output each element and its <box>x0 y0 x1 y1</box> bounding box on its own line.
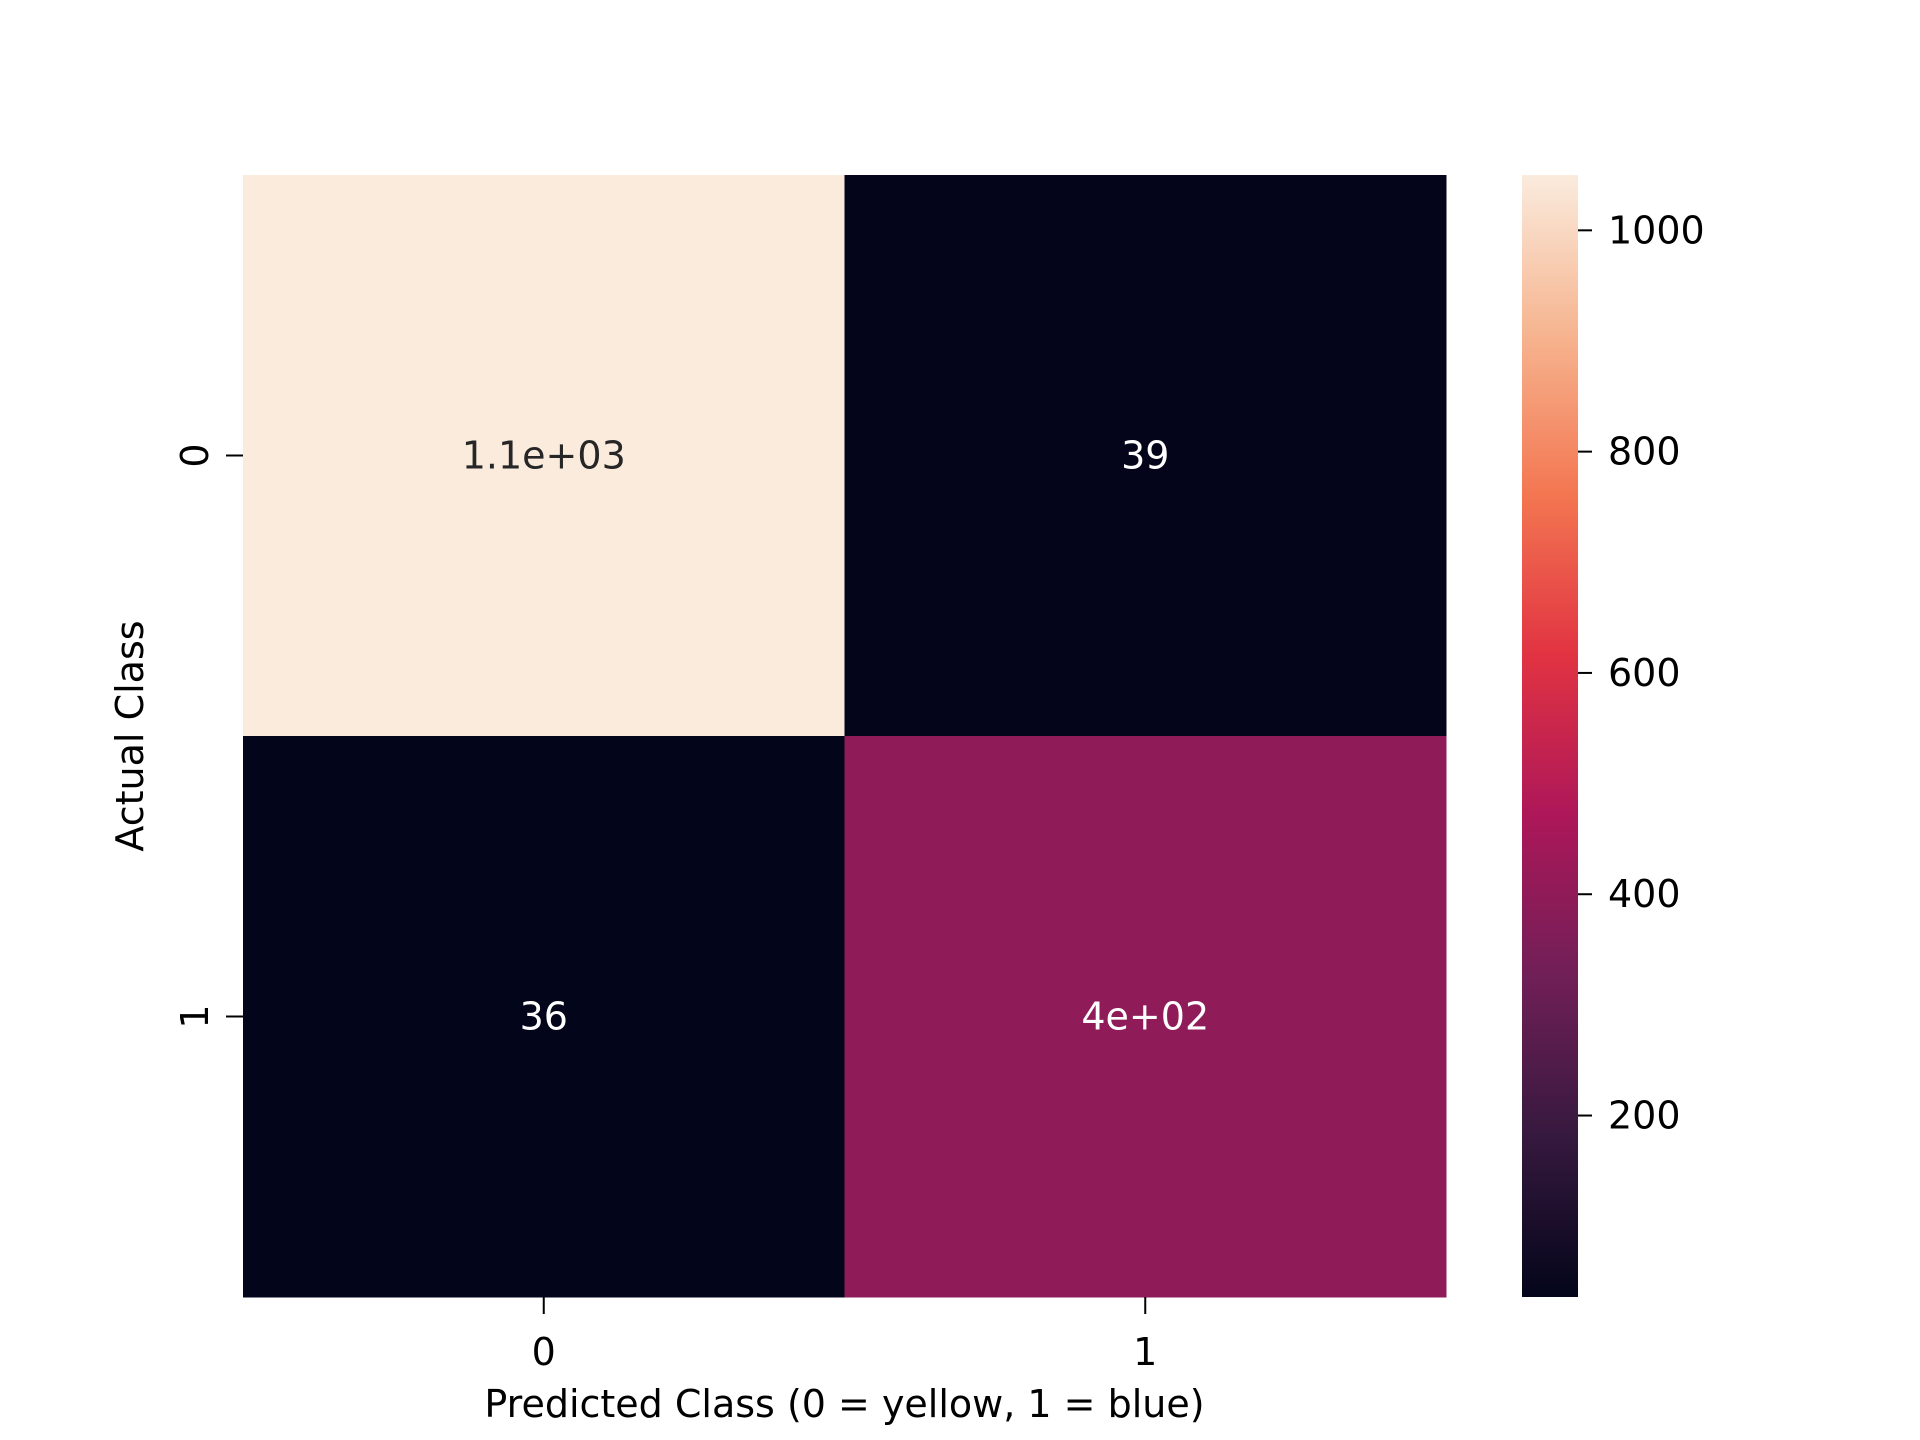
colorbar-tick-label-0: 200 <box>1608 1094 1681 1138</box>
x-axis-label: Predicted Class (0 = yellow, 1 = blue) <box>484 1382 1204 1426</box>
colorbar-tick-label-4: 1000 <box>1608 208 1705 252</box>
colorbar-tick-label-3: 800 <box>1608 430 1681 474</box>
heatmap-cell-1-1 <box>844 736 1447 1298</box>
colorbar-bar <box>1522 175 1578 1297</box>
x-tick-label-0: 0 <box>532 1330 556 1374</box>
heatmap-cells <box>243 175 1447 1298</box>
cell-annotation-1-0: 36 <box>520 995 568 1039</box>
colorbar: 200 400 600 800 1000 <box>1522 175 1705 1297</box>
cell-annotation-1-1: 4e+02 <box>1081 995 1209 1039</box>
x-tick-label-1: 1 <box>1133 1330 1157 1374</box>
cell-annotation-0-0: 1.1e+03 <box>462 434 626 478</box>
y-axis-label: Actual Class <box>108 620 152 851</box>
y-axis: 01 <box>173 443 243 1029</box>
heatmap-cell-0-1 <box>844 175 1447 737</box>
cell-annotation-0-1: 39 <box>1121 434 1169 478</box>
cell-annotations: 1.1e+03 39 36 4e+02 <box>462 434 1209 1039</box>
colorbar-tick-label-1: 400 <box>1608 872 1681 916</box>
heatmap-cell-1-0 <box>243 736 845 1298</box>
colorbar-tick-label-2: 600 <box>1608 651 1681 695</box>
y-tick-label-0: 0 <box>173 443 217 467</box>
heatmap-cell-0-0 <box>243 175 845 737</box>
y-tick-label-1: 1 <box>173 1004 217 1028</box>
